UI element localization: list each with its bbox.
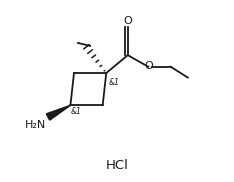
Text: H₂N: H₂N xyxy=(25,120,46,130)
Text: O: O xyxy=(123,16,132,26)
Text: &1: &1 xyxy=(108,78,119,87)
Text: &1: &1 xyxy=(71,107,82,116)
Polygon shape xyxy=(46,105,70,120)
Text: O: O xyxy=(144,61,153,71)
Text: HCl: HCl xyxy=(106,159,128,172)
